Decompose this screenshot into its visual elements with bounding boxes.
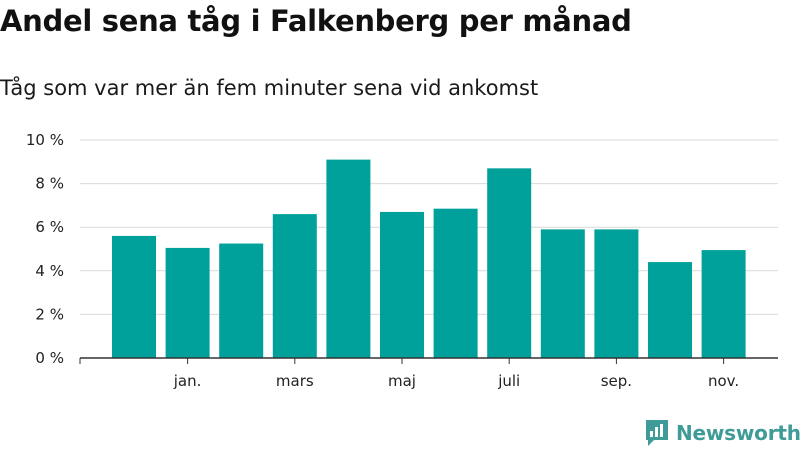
- bar-maj: [380, 211, 424, 358]
- bar-sep: [594, 229, 639, 358]
- chart-title: Andel sena tåg i Falkenberg per månad: [0, 4, 632, 38]
- x-axis: [79, 357, 778, 364]
- y-tick-label: 6 %: [35, 218, 64, 236]
- y-tick-label: 4 %: [35, 262, 64, 280]
- bar-dec: [112, 235, 156, 358]
- bar-jan: [165, 247, 210, 358]
- y-tick-label: 8 %: [35, 175, 64, 193]
- bar-juli: [487, 168, 532, 358]
- bar-nov: [701, 250, 746, 358]
- x-tick-label: jan.: [173, 372, 202, 390]
- bar-juni: [433, 208, 478, 358]
- x-tick-label: nov.: [708, 372, 739, 390]
- brand-logo: Newsworthy: [644, 418, 800, 448]
- y-tick-label: 0 %: [35, 349, 64, 367]
- bar-apr: [326, 159, 371, 358]
- x-tick-label: juli: [497, 372, 520, 390]
- bar-aug: [540, 229, 585, 358]
- y-tick-label: 2 %: [35, 305, 64, 323]
- x-tick-label: mars: [276, 372, 314, 390]
- brand-name: Newsworthy: [676, 421, 800, 445]
- bar-mars: [272, 214, 317, 358]
- y-tick-label: 10 %: [26, 131, 64, 149]
- bars: [112, 159, 746, 358]
- x-tick-label: sep.: [601, 372, 632, 390]
- x-tick-label: maj: [388, 372, 416, 390]
- bar-feb: [219, 243, 264, 358]
- y-axis-tick-labels: 0 % 2 % 4 % 6 % 8 % 10 %: [26, 131, 64, 367]
- x-axis-tick-labels: jan. mars maj juli sep. nov.: [173, 372, 739, 390]
- bar-okt: [648, 262, 692, 358]
- chart-subtitle: Tåg som var mer än fem minuter sena vid …: [0, 76, 539, 100]
- newsworthy-logo-icon: [646, 420, 668, 446]
